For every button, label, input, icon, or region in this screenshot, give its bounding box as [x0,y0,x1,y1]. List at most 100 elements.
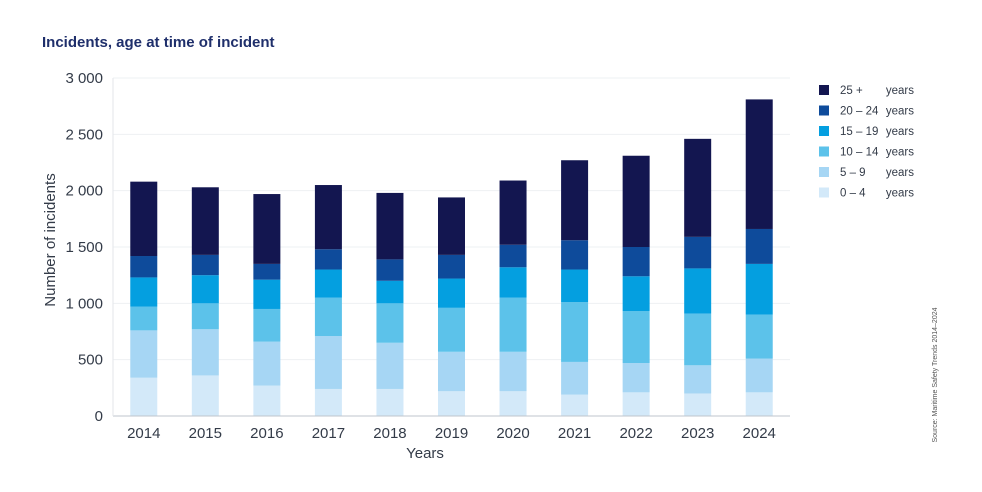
source-note: Source: Maritime Safety Trends 2014–2024 [932,307,939,442]
bar-segment [314,336,342,389]
bar-segment [191,254,219,276]
bar-segment [191,275,219,304]
legend-unit: years [886,188,914,200]
chart-title: Incidents, age at time of incident [42,34,275,51]
bar-segment [745,314,773,359]
legend-swatch [819,187,829,198]
bar-segment [499,297,527,352]
bar-segment [561,240,589,270]
bar-segment [561,302,589,362]
bar-segment [130,181,158,257]
legend-swatch [819,85,829,95]
y-tick-label: 0 [95,408,103,425]
bar-segment [191,329,219,376]
bar-segment [376,280,404,304]
bar-segment [438,307,465,352]
bar-segment [376,342,404,389]
bar-segment [253,279,281,309]
bar-segment [191,375,219,416]
x-tick-label: 2022 [619,425,652,442]
legend-label: 0 – 4 [840,188,866,200]
bar-segment [253,263,281,280]
x-tick-label: 2017 [312,425,345,442]
y-tick-label: 1 000 [65,295,103,312]
bar-segment [622,276,650,312]
bar-segment [745,263,773,315]
legend-unit: years [886,167,914,179]
x-tick-label: 2023 [681,425,714,442]
legend-swatch [819,105,829,116]
bar-segment [130,330,158,378]
bar-segment [130,277,158,307]
x-tick-label: 2019 [435,425,468,442]
y-tick-label: 1 500 [65,239,103,256]
bar-segment [622,392,650,416]
bar-segment [745,392,773,416]
bars [130,99,773,416]
bar-segment [253,385,281,416]
bar-segment [376,259,404,281]
x-tick-label: 2016 [250,425,283,442]
legend-label: 25 + [840,85,863,97]
bar-segment [130,256,158,278]
bar-segment [684,313,712,366]
bar-segment [684,365,712,394]
bar-segment [376,192,404,260]
bar-segment [561,394,589,416]
bar-segment [130,306,158,331]
y-tick-label: 2 500 [65,126,103,143]
bar-segment [499,351,527,392]
bar-segment [622,311,650,364]
x-tick-labels: 2014 2015 2016 2017 2018 2019 2020 2021 2022 2023… [127,425,776,442]
bar-segment [499,244,527,268]
bar-segment [561,361,589,395]
bar-segment [314,249,342,270]
legend-unit: years [886,147,914,159]
bar-segment [253,308,281,342]
y-tick-label: 3 000 [65,70,103,87]
legend-unit: years [886,106,914,118]
bar-segment [438,391,465,416]
legend: 25 + years 20 – 24 years 15 – 19 years 10 – 14… [819,85,914,200]
bar-segment [684,236,712,269]
bar-segment [253,341,281,386]
legend-label: 5 – 9 [840,167,866,179]
bar-segment [499,180,527,245]
legend-label: 15 – 19 [840,126,878,138]
bar-segment [314,297,342,337]
bar-segment [745,358,773,393]
legend-swatch [819,146,829,157]
legend-swatch [819,126,829,136]
legend-unit: years [886,85,914,97]
legend-label: 20 – 24 [840,106,879,118]
bar-segment [684,268,712,314]
bar-segment [561,160,589,241]
bar-segment [314,269,342,298]
bar-segment [191,303,219,330]
x-tick-label: 2018 [373,425,406,442]
bar-segment [438,278,465,308]
bar-segment [745,228,773,264]
y-axis-title: Number of incidents [42,173,59,306]
legend-label: 10 – 14 [840,147,879,159]
bar-segment [130,377,158,416]
y-tick-labels: 0 500 1 000 1 500 2 000 2 500 3 000 [65,70,103,425]
bar-segment [499,267,527,298]
bar-segment [314,388,342,416]
bar-segment [376,303,404,343]
bar-segment [622,363,650,393]
bar-segment [684,138,712,237]
bar-segment [314,185,342,250]
x-axis-title: Years [406,445,444,462]
y-tick-label: 2 000 [65,183,103,200]
bar-segment [745,99,773,229]
bar-segment [622,155,650,247]
bar-segment [253,194,281,264]
x-tick-label: 2024 [743,425,776,442]
bar-segment [376,388,404,416]
bar-segment [684,393,712,416]
x-tick-label: 2014 [127,425,160,442]
bar-segment [438,197,465,255]
x-tick-label: 2020 [496,425,529,442]
